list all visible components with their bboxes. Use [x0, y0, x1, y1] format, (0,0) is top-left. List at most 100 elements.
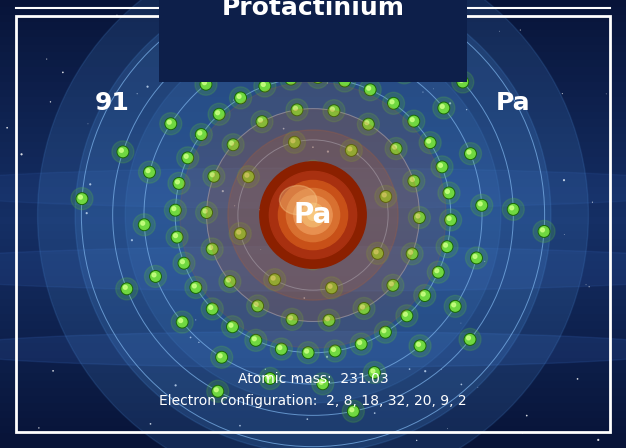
Ellipse shape: [38, 0, 588, 448]
Point: [285, 252, 295, 259]
Circle shape: [227, 321, 239, 332]
Circle shape: [382, 329, 386, 332]
Circle shape: [317, 378, 329, 390]
Circle shape: [185, 276, 207, 298]
Circle shape: [166, 119, 175, 129]
Circle shape: [152, 273, 156, 277]
Circle shape: [438, 162, 447, 172]
Circle shape: [439, 209, 461, 231]
Point: [352, 151, 362, 158]
Circle shape: [237, 230, 240, 234]
Circle shape: [208, 103, 230, 125]
Circle shape: [472, 253, 481, 263]
Circle shape: [254, 75, 276, 97]
Circle shape: [390, 100, 394, 103]
Circle shape: [173, 252, 195, 274]
Circle shape: [449, 301, 461, 312]
Point: [218, 188, 228, 195]
Circle shape: [146, 169, 150, 172]
Ellipse shape: [228, 130, 398, 300]
Circle shape: [172, 231, 183, 243]
Bar: [0, 67, 626, 75]
Circle shape: [409, 335, 431, 357]
Point: [42, 56, 52, 63]
Circle shape: [391, 144, 401, 153]
Circle shape: [433, 97, 455, 119]
Bar: [0, 433, 626, 440]
Circle shape: [227, 278, 230, 282]
Circle shape: [408, 249, 417, 258]
Circle shape: [326, 282, 337, 293]
Circle shape: [305, 349, 309, 353]
Circle shape: [329, 345, 341, 357]
Point: [521, 412, 531, 419]
Circle shape: [411, 177, 414, 181]
Point: [228, 96, 239, 103]
Point: [365, 85, 375, 92]
Point: [2, 124, 12, 131]
Circle shape: [289, 137, 300, 148]
Point: [302, 416, 312, 423]
Circle shape: [165, 118, 177, 129]
Circle shape: [210, 173, 214, 177]
Circle shape: [177, 317, 187, 327]
Circle shape: [197, 130, 206, 139]
Circle shape: [347, 405, 359, 417]
Circle shape: [207, 243, 218, 255]
Circle shape: [302, 347, 314, 358]
Circle shape: [367, 242, 389, 264]
Circle shape: [118, 147, 128, 157]
Circle shape: [451, 302, 460, 311]
Circle shape: [539, 227, 549, 236]
Circle shape: [237, 166, 259, 188]
Circle shape: [420, 291, 429, 300]
Circle shape: [170, 204, 181, 216]
Bar: [0, 172, 626, 179]
Circle shape: [438, 182, 460, 204]
Circle shape: [179, 319, 183, 323]
Bar: [0, 112, 626, 120]
Bar: [0, 134, 626, 142]
Circle shape: [443, 187, 454, 199]
Circle shape: [382, 193, 386, 197]
Circle shape: [202, 208, 212, 217]
Circle shape: [211, 346, 233, 368]
Circle shape: [406, 248, 418, 259]
Circle shape: [364, 120, 373, 129]
Circle shape: [350, 333, 372, 355]
Circle shape: [207, 244, 217, 254]
Bar: [0, 232, 626, 239]
Circle shape: [364, 84, 376, 95]
Ellipse shape: [0, 246, 626, 291]
Circle shape: [356, 339, 366, 349]
Circle shape: [502, 198, 524, 220]
Circle shape: [191, 283, 200, 292]
Circle shape: [184, 155, 188, 158]
Point: [418, 89, 428, 96]
Point: [299, 294, 309, 302]
Ellipse shape: [307, 210, 319, 220]
Point: [581, 281, 591, 289]
Circle shape: [237, 95, 241, 98]
Circle shape: [374, 250, 378, 254]
Circle shape: [387, 98, 399, 109]
Bar: [0, 291, 626, 299]
Circle shape: [439, 164, 443, 167]
Circle shape: [117, 146, 129, 158]
Circle shape: [278, 346, 282, 349]
Circle shape: [459, 328, 481, 350]
Point: [338, 252, 348, 259]
Circle shape: [179, 258, 188, 268]
Point: [143, 83, 153, 90]
Circle shape: [459, 78, 463, 82]
Circle shape: [331, 346, 340, 356]
Circle shape: [319, 380, 323, 384]
Circle shape: [328, 105, 340, 116]
Circle shape: [409, 116, 419, 126]
Ellipse shape: [207, 108, 419, 322]
Ellipse shape: [269, 172, 357, 258]
Circle shape: [178, 258, 190, 269]
Circle shape: [292, 35, 314, 57]
Bar: [0, 239, 626, 246]
Circle shape: [399, 67, 410, 78]
